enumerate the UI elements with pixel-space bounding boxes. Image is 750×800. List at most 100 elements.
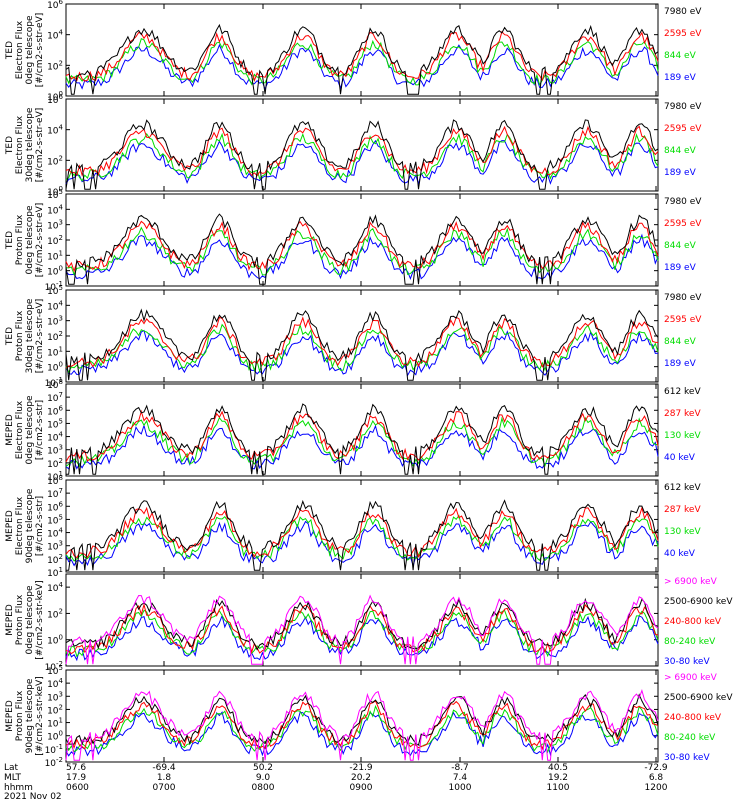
x-tick-label: 40.5 <box>548 763 568 773</box>
legend-entry: > 6900 keV <box>664 577 718 587</box>
series-trace <box>65 614 659 662</box>
series-trace <box>66 403 659 475</box>
date-label: 2021 Nov 02 <box>4 792 62 800</box>
x-tick-label: 57.6 <box>66 763 86 773</box>
y-tick-label: 102 <box>47 553 63 566</box>
y-axis-label: MEPEDProton Flux0deg telescope[#/cm2-s-s… <box>5 580 45 659</box>
y-tick-label: 102 <box>47 154 63 167</box>
y-tick-label: 104 <box>47 527 63 540</box>
legend-entry: 189 eV <box>664 263 697 273</box>
legend-entry: 80-240 keV <box>664 637 716 647</box>
series-trace <box>65 711 659 757</box>
y-tick-label: 106 <box>47 404 63 417</box>
y-tick-label: 104 <box>47 299 63 312</box>
y-tick-label: 100 <box>47 185 63 198</box>
y-tick-label: 10-1 <box>45 280 63 293</box>
legend-entry: 844 eV <box>664 51 697 61</box>
legend-entry: 7980 eV <box>664 293 702 303</box>
legend-entry: 80-240 keV <box>664 733 716 743</box>
series-trace <box>65 423 659 470</box>
series-trace <box>65 700 659 751</box>
x-tick-label: 0900 <box>350 783 373 793</box>
y-tick-label: 106 <box>47 93 63 106</box>
y-tick-label: 104 <box>47 124 63 137</box>
legend-entry: 130 keV <box>664 431 701 441</box>
series-trace <box>65 119 659 190</box>
series-trace <box>65 132 659 182</box>
legend-entry: 2500-6900 keV <box>664 693 733 703</box>
legend-entry: 612 keV <box>664 483 701 493</box>
y-axis-label: MEPEDElectron Flux90deg telescope[#/cm2-… <box>5 488 45 563</box>
legend-entry: 612 keV <box>664 387 701 397</box>
y-tick-label: 106 <box>47 500 63 513</box>
y-axis-label: TEDElectron Flux0deg telescope[#/cm2-s-s… <box>5 13 45 88</box>
y-tick-label: 102 <box>47 457 63 470</box>
series-trace <box>65 226 659 276</box>
y-tick-label: 100 <box>47 90 63 103</box>
legend-entry: 130 keV <box>664 527 701 537</box>
y-axis-label: TEDElectron Flux30deg telescope[#/cm2-s-… <box>5 107 45 182</box>
legend-entry: 2500-6900 keV <box>664 597 733 607</box>
y-tick-label: 103 <box>47 540 63 553</box>
series-trace <box>65 213 659 285</box>
panel-frame <box>65 479 659 573</box>
legend-entry: 189 eV <box>664 168 697 178</box>
x-tick-label: 1100 <box>547 783 570 793</box>
y-tick-label: 103 <box>47 315 63 328</box>
series-trace <box>65 416 659 468</box>
series-trace <box>65 30 659 83</box>
legend-entry: 40 keV <box>664 549 696 559</box>
x-tick-label: 7.4 <box>453 773 468 783</box>
x-row-label: MLT <box>4 773 22 783</box>
legend-entry: 2595 eV <box>664 29 702 39</box>
legend-entry: 30-80 keV <box>664 753 710 763</box>
y-tick-label: 106 <box>47 0 63 11</box>
y-tick-label: 10-2 <box>45 756 63 769</box>
y-tick-label: 100 <box>47 730 63 743</box>
series-trace <box>65 23 659 95</box>
y-tick-label: 102 <box>47 234 63 247</box>
x-tick-label: 0700 <box>153 783 176 793</box>
x-tick-label: 19.2 <box>548 773 568 783</box>
panel-frame <box>65 98 659 192</box>
legend-entry: 40 keV <box>664 453 696 463</box>
x-tick-label: 50.2 <box>253 763 273 773</box>
y-tick-label: 101 <box>47 345 63 358</box>
y-tick-label: 105 <box>47 188 63 201</box>
panel-frame <box>65 383 659 477</box>
legend-entry: > 6900 keV <box>664 673 718 683</box>
series-trace <box>66 499 659 571</box>
x-tick-label: 17.9 <box>66 773 86 783</box>
series-trace <box>65 38 659 86</box>
y-tick-label: 105 <box>47 513 63 526</box>
x-tick-label: -72.9 <box>644 763 668 773</box>
legend-entry: 240-800 keV <box>664 617 722 627</box>
series-trace <box>65 693 659 746</box>
legend-entry: 2595 eV <box>664 315 702 325</box>
y-tick-label: 107 <box>47 487 63 500</box>
y-tick-label: 101 <box>47 470 63 483</box>
panel-frame <box>65 3 659 97</box>
legend-entry: 189 eV <box>664 73 697 83</box>
x-tick-label: 0600 <box>66 783 89 793</box>
y-tick-label: 101 <box>47 717 63 730</box>
series-trace <box>65 609 659 658</box>
legend-entry: 189 eV <box>664 359 697 369</box>
y-tick-label: 103 <box>47 219 63 232</box>
x-tick-label: 1200 <box>645 783 668 793</box>
legend-entry: 240-800 keV <box>664 713 722 723</box>
y-tick-label: 105 <box>47 417 63 430</box>
x-tick-label: 9.0 <box>256 773 271 783</box>
y-tick-label: 100 <box>47 361 63 374</box>
y-axis-label: TEDProton Flux0deg telescope[#/cm2-s-str… <box>5 203 45 278</box>
y-tick-label: 107 <box>47 391 63 404</box>
x-tick-label: 0800 <box>252 783 275 793</box>
x-tick-label: -8.7 <box>451 763 469 773</box>
series-trace <box>65 43 659 91</box>
legend-entry: 30-80 keV <box>664 657 710 667</box>
